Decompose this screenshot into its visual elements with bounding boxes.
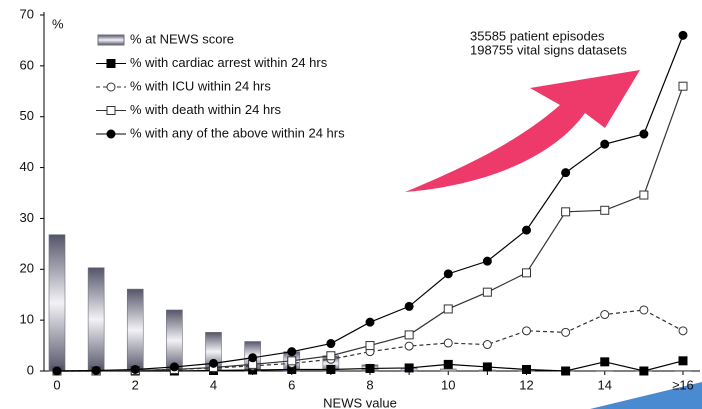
trend-arrow <box>405 70 640 192</box>
point <box>366 342 374 350</box>
y-tick-label: 10 <box>20 312 34 327</box>
y-tick-label: 60 <box>20 57 34 72</box>
point <box>327 352 335 360</box>
legend-item: % with ICU within 24 hrs <box>96 78 271 93</box>
point <box>170 363 178 371</box>
point <box>523 269 531 277</box>
bar <box>127 289 143 371</box>
x-tick-label: 14 <box>598 377 612 392</box>
point <box>640 306 648 314</box>
point <box>288 348 296 356</box>
legend-item: % at NEWS score <box>98 31 234 46</box>
legend-marker <box>107 60 115 68</box>
point <box>210 359 218 367</box>
point <box>601 140 609 148</box>
point <box>405 331 413 339</box>
point <box>562 169 570 177</box>
y-unit: % <box>52 16 64 31</box>
point <box>405 364 413 372</box>
point <box>366 364 374 372</box>
point <box>483 257 491 265</box>
point <box>444 270 452 278</box>
y-tick-label: 0 <box>27 362 34 377</box>
point <box>601 358 609 366</box>
x-tick-label: 6 <box>288 377 295 392</box>
bar <box>166 310 182 371</box>
x-tick-label: 8 <box>366 377 373 392</box>
point <box>562 328 570 336</box>
point <box>523 365 531 373</box>
y-tick-label: 20 <box>20 261 34 276</box>
x-tick-label: 2 <box>132 377 139 392</box>
x-tick-label: 0 <box>53 377 60 392</box>
annotation: 35585 patient episodes <box>470 28 605 43</box>
bar <box>88 268 104 371</box>
point <box>405 302 413 310</box>
chart: % NEWS value 35585 patient episodes 1987… <box>0 0 702 409</box>
point <box>523 327 531 335</box>
x-tick-label: 10 <box>441 377 455 392</box>
x-tick-label: 4 <box>210 377 217 392</box>
point <box>679 327 687 335</box>
point <box>327 340 335 348</box>
legend-item: % with any of the above within 24 hrs <box>96 125 345 140</box>
point <box>562 208 570 216</box>
legend-label: % with death within 24 hrs <box>130 102 282 117</box>
bar <box>597 370 613 371</box>
x-tick-label: 12 <box>519 377 533 392</box>
point <box>679 31 687 39</box>
point <box>523 226 531 234</box>
y-tick-label: 30 <box>20 210 34 225</box>
legend-label: % with ICU within 24 hrs <box>130 78 271 93</box>
legend-label: % with any of the above within 24 hrs <box>130 125 345 140</box>
point <box>444 339 452 347</box>
point <box>483 363 491 371</box>
bar <box>49 235 65 371</box>
bar <box>440 369 456 371</box>
point <box>92 366 100 374</box>
x-tick-label: ≥16 <box>672 377 694 392</box>
point <box>601 206 609 214</box>
point <box>562 367 570 375</box>
legend-swatch <box>98 35 124 45</box>
point <box>640 191 648 199</box>
legend-item: % with death within 24 hrs <box>96 102 282 117</box>
x-axis-title: NEWS value <box>323 395 397 409</box>
point <box>601 311 609 319</box>
point <box>288 357 296 365</box>
annotation: 198755 vital signs datasets <box>470 42 627 57</box>
point <box>444 360 452 368</box>
legend-marker <box>107 107 115 115</box>
y-tick-label: 40 <box>20 159 34 174</box>
point <box>131 365 139 373</box>
page: {"chart_data": {"type": "bar-line", "y_u… <box>0 0 702 409</box>
point <box>679 82 687 90</box>
legend-marker <box>107 130 115 138</box>
point <box>444 305 452 313</box>
point <box>53 367 61 375</box>
point <box>249 354 257 362</box>
point <box>366 318 374 326</box>
legend-marker <box>107 83 115 91</box>
point <box>640 367 648 375</box>
point <box>640 130 648 138</box>
point <box>405 342 413 350</box>
legend-label: % with cardiac arrest within 24 hrs <box>130 55 328 70</box>
y-tick-label: 70 <box>20 6 34 21</box>
point <box>483 341 491 349</box>
y-tick-label: 50 <box>20 108 34 123</box>
legend-item: % with cardiac arrest within 24 hrs <box>96 55 328 70</box>
point <box>679 357 687 365</box>
bar <box>675 370 691 371</box>
point <box>483 288 491 296</box>
legend-label: % at NEWS score <box>130 31 234 46</box>
point <box>327 365 335 373</box>
